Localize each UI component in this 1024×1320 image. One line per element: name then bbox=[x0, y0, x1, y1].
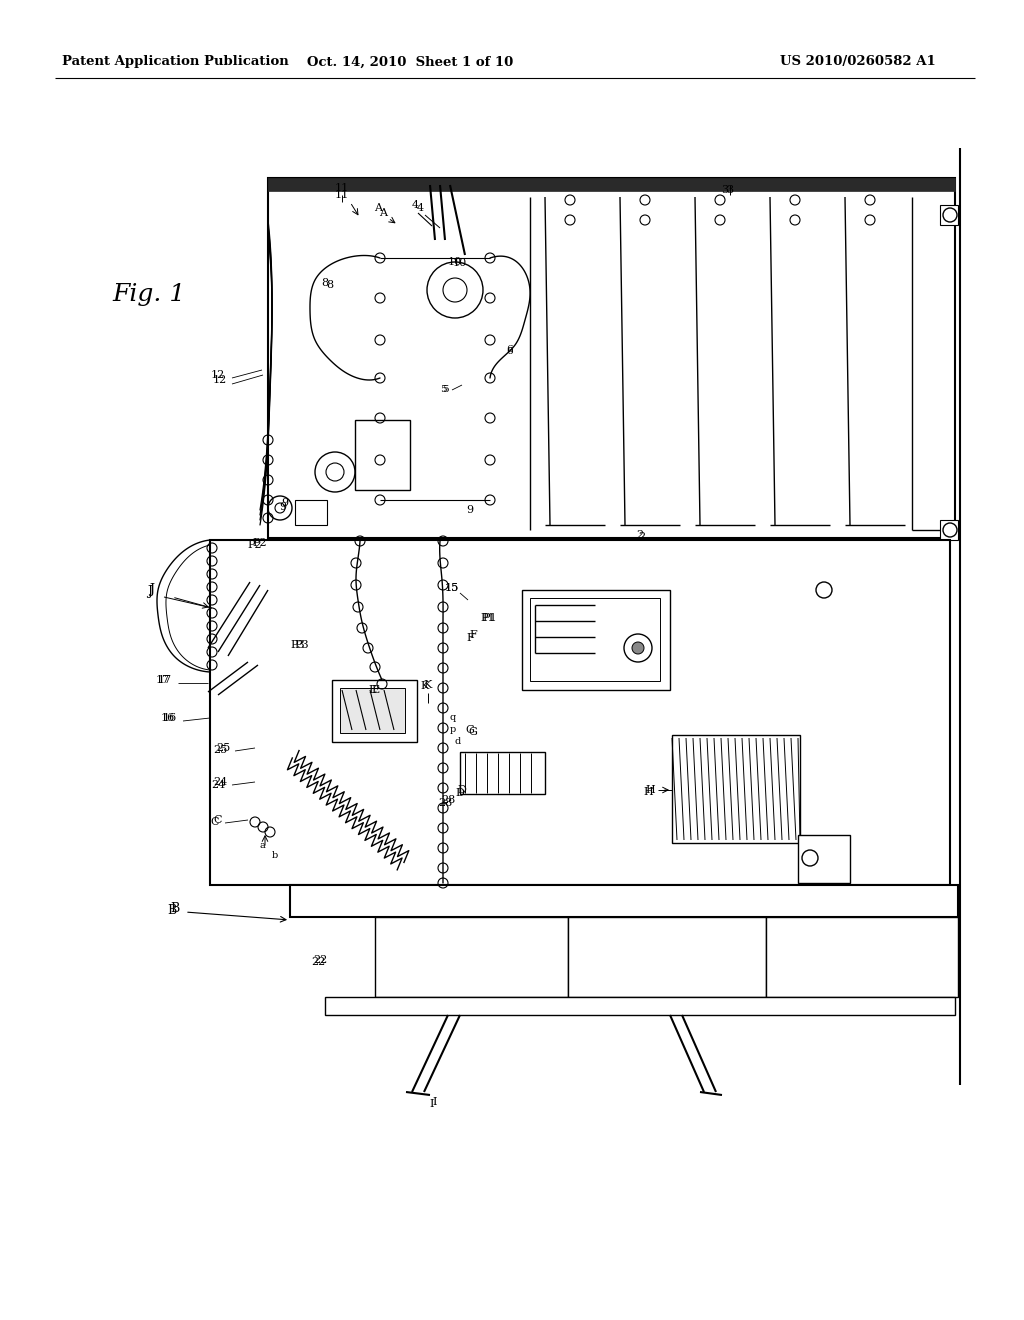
Text: 16: 16 bbox=[163, 713, 177, 723]
Text: 25: 25 bbox=[213, 744, 227, 755]
Text: K: K bbox=[424, 680, 432, 690]
Text: E: E bbox=[368, 685, 376, 696]
Text: 10: 10 bbox=[453, 257, 467, 268]
Text: 9: 9 bbox=[467, 506, 473, 515]
Text: q: q bbox=[450, 714, 456, 722]
Circle shape bbox=[632, 642, 644, 653]
Text: F: F bbox=[469, 630, 477, 640]
Text: 8: 8 bbox=[327, 280, 334, 290]
Text: 25: 25 bbox=[216, 743, 230, 752]
Text: K: K bbox=[421, 681, 429, 690]
Bar bbox=[290, 884, 958, 917]
Text: 6: 6 bbox=[507, 347, 513, 356]
Text: 6: 6 bbox=[507, 346, 513, 355]
Text: Patent Application Publication: Patent Application Publication bbox=[62, 55, 289, 69]
Text: 12: 12 bbox=[211, 370, 225, 380]
Text: 17: 17 bbox=[158, 675, 172, 685]
Text: 8: 8 bbox=[322, 279, 329, 288]
Bar bbox=[268, 178, 955, 539]
Text: a: a bbox=[259, 841, 265, 850]
Text: P1: P1 bbox=[480, 612, 496, 623]
Text: C: C bbox=[211, 817, 219, 828]
Text: 4: 4 bbox=[412, 201, 419, 210]
Bar bbox=[798, 836, 850, 883]
Text: Oct. 14, 2010  Sheet 1 of 10: Oct. 14, 2010 Sheet 1 of 10 bbox=[307, 55, 513, 69]
Text: b: b bbox=[272, 850, 279, 859]
Text: P2: P2 bbox=[248, 540, 262, 550]
Text: E: E bbox=[371, 685, 379, 696]
Bar bbox=[672, 735, 800, 843]
Bar bbox=[766, 917, 958, 997]
Text: G: G bbox=[466, 725, 474, 735]
Text: US 2010/0260582 A1: US 2010/0260582 A1 bbox=[780, 55, 936, 69]
Text: 22: 22 bbox=[311, 957, 326, 968]
Text: 11: 11 bbox=[335, 183, 349, 193]
Bar bbox=[268, 178, 955, 191]
Text: H: H bbox=[645, 785, 655, 795]
Text: A: A bbox=[374, 203, 382, 213]
Text: B: B bbox=[170, 902, 179, 915]
Text: B: B bbox=[167, 903, 176, 916]
Text: 9: 9 bbox=[282, 498, 289, 508]
Bar bbox=[332, 680, 417, 742]
Text: 22: 22 bbox=[313, 954, 327, 965]
Bar bbox=[568, 917, 766, 997]
Text: 2: 2 bbox=[638, 532, 645, 543]
Text: J: J bbox=[147, 586, 153, 598]
Text: I: I bbox=[433, 1097, 437, 1107]
Text: d: d bbox=[455, 738, 461, 747]
Text: G: G bbox=[469, 727, 477, 737]
Text: 15: 15 bbox=[444, 583, 459, 593]
Text: 16: 16 bbox=[161, 713, 175, 723]
Text: 4: 4 bbox=[417, 203, 424, 213]
Bar bbox=[355, 420, 410, 490]
Bar bbox=[940, 520, 958, 540]
Text: C: C bbox=[214, 814, 222, 825]
Text: P1: P1 bbox=[482, 612, 498, 623]
Text: 5: 5 bbox=[439, 385, 446, 395]
Text: P3: P3 bbox=[291, 640, 305, 649]
Text: D: D bbox=[458, 785, 467, 795]
Text: F: F bbox=[466, 634, 474, 643]
Text: 2: 2 bbox=[637, 531, 643, 540]
Text: I: I bbox=[430, 1100, 434, 1109]
Text: 9: 9 bbox=[280, 502, 287, 512]
Bar bbox=[210, 540, 950, 884]
Bar bbox=[295, 500, 327, 525]
Text: P3: P3 bbox=[295, 640, 309, 649]
Text: 10: 10 bbox=[447, 257, 462, 267]
Bar bbox=[325, 997, 955, 1015]
Text: Fig. 1: Fig. 1 bbox=[112, 284, 185, 306]
Text: 24: 24 bbox=[211, 780, 225, 789]
Text: 3: 3 bbox=[722, 185, 728, 195]
Text: H: H bbox=[643, 787, 653, 797]
Text: 11: 11 bbox=[335, 190, 349, 201]
Text: 24: 24 bbox=[213, 777, 227, 787]
Text: P2: P2 bbox=[253, 539, 267, 548]
Text: J: J bbox=[150, 583, 155, 597]
Text: A: A bbox=[379, 209, 387, 218]
Text: 17: 17 bbox=[156, 675, 170, 685]
Text: 5: 5 bbox=[441, 385, 449, 395]
Text: 28: 28 bbox=[438, 799, 453, 808]
Text: D: D bbox=[456, 788, 465, 799]
Text: p: p bbox=[450, 726, 456, 734]
Bar bbox=[460, 752, 545, 795]
Bar bbox=[530, 598, 660, 681]
Text: 12: 12 bbox=[213, 375, 227, 385]
Text: 3: 3 bbox=[726, 185, 733, 195]
Bar bbox=[340, 688, 406, 733]
Text: 15: 15 bbox=[444, 583, 459, 593]
Text: 28: 28 bbox=[441, 795, 455, 805]
Bar bbox=[940, 205, 958, 224]
Bar bbox=[375, 917, 568, 997]
Bar bbox=[522, 590, 670, 690]
